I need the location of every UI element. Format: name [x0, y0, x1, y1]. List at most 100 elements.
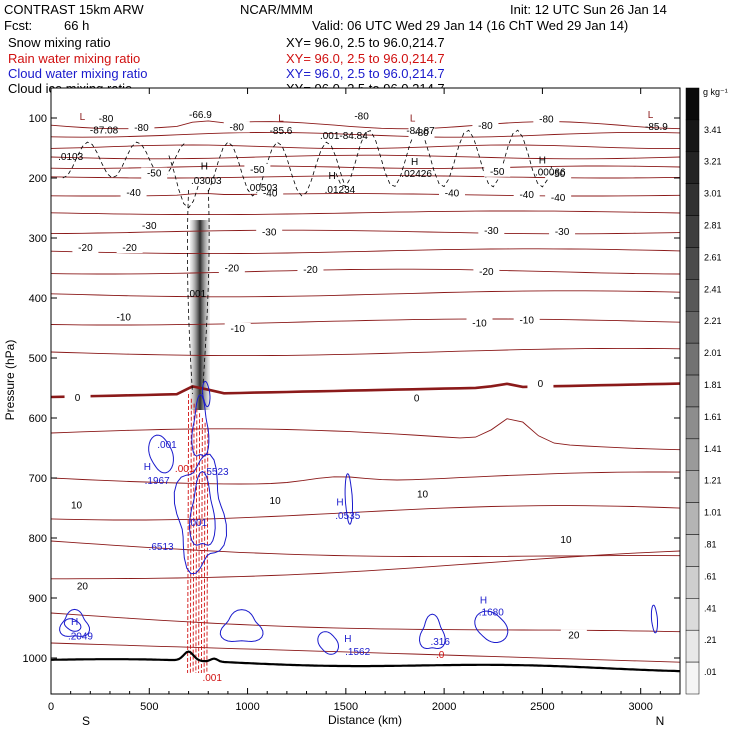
extrema-label: H [201, 162, 208, 173]
rain-contour-line [200, 417, 203, 674]
legend-snow-name: Snow mixing ratio [8, 35, 111, 50]
temperature-label: -10 [117, 313, 132, 324]
temperature-label-bg [116, 242, 143, 253]
extrema-label: -85.6 [270, 126, 293, 137]
y-tick-label: 900 [29, 593, 47, 605]
extrema-label: H [336, 498, 343, 509]
y-tick-label: 300 [29, 233, 47, 245]
y-axis-label: Pressure (hPa) [3, 340, 17, 421]
temperature-label-bg [223, 121, 250, 133]
cloud-water-contour [173, 453, 228, 575]
cloud-ice-shading [190, 220, 210, 410]
contour-labels: -80 -80 -80 -80 -80 -80 -80 -50 -50 -50 -50 -40 -40 -… [58, 110, 668, 684]
snow-contour-line [168, 155, 199, 209]
temperature-label-bg [513, 189, 540, 201]
temperature-label-bg [72, 242, 99, 253]
temperature-label: -50 [250, 165, 265, 176]
temperature-label: -20 [479, 267, 494, 278]
temperature-contour-line [51, 540, 680, 558]
temperature-label-bg [256, 226, 283, 238]
temperature-label: -80 [230, 122, 245, 133]
colorbar-swatch [685, 598, 700, 631]
extrema-label: H [71, 617, 78, 628]
colorbar-level-label: .01 [704, 667, 717, 677]
temperature-label: -40 [519, 190, 534, 201]
temperature-label-bg [545, 168, 572, 180]
cloud-water-contour [63, 618, 82, 632]
colorbar-level-label: 2.81 [704, 221, 722, 231]
extrema-label: .5523 [204, 467, 229, 478]
colorbar-swatch [685, 151, 700, 184]
extrema-label: H [539, 156, 546, 167]
temperature-label: -80 [478, 121, 493, 132]
temperature-label: 10 [71, 500, 83, 511]
temperature-label: 10 [417, 490, 429, 501]
temperature-contour-line [51, 471, 680, 485]
temperature-label-bg [472, 120, 499, 132]
colorbar-unit: g kg⁻¹ [703, 87, 728, 97]
temperature-label: -80 [134, 123, 149, 134]
temperature-label: 0 [75, 393, 81, 404]
temperature-label: -40 [551, 193, 566, 204]
temperature-label-bg [545, 192, 572, 204]
temperature-label: -10 [231, 324, 246, 335]
cloud-water-contour [59, 608, 91, 637]
colorbar-level-label: 2.61 [704, 252, 722, 262]
extrema-label: .0535 [335, 511, 360, 522]
y-tick-label: 400 [29, 293, 47, 305]
extrema-label: L [410, 114, 416, 125]
extrema-label: -66.9 [189, 110, 212, 121]
extrema-label: L [278, 114, 284, 125]
terrain-line [51, 650, 680, 673]
colorbar-swatch [685, 279, 700, 312]
cloud-water-contour [188, 470, 216, 546]
colorbar-swatch [685, 342, 700, 376]
colorbar-level-label: 1.81 [704, 380, 722, 390]
extrema-label: -85.9 [645, 122, 668, 133]
y-tick-label: 1000 [23, 653, 47, 665]
temperature-label: -40 [126, 188, 141, 199]
y-tick-label: 200 [29, 173, 47, 185]
colorbar-swatch [685, 183, 700, 216]
plot-content: -80 -80 -80 -80 -80 -80 -80 -50 -50 -50 -50 -40 -40 -… [51, 88, 680, 694]
temperature-label-bg [128, 122, 155, 133]
cloud-water-contour [474, 610, 509, 643]
colorbar-swatch [685, 470, 700, 503]
cloud-water-contour [219, 609, 264, 643]
extrema-label: -84.87 [406, 126, 435, 137]
temperature-label-bg [257, 187, 284, 199]
legend-cloudwater-name: Cloud water mixing ratio [8, 66, 147, 81]
rain-contour-line [187, 393, 190, 674]
temperature-label: -50 [147, 169, 162, 180]
colorbar-level-label: 2.01 [704, 348, 722, 358]
extrema-label: .001-84.84 [320, 131, 368, 142]
temperature-label-bg [438, 187, 465, 199]
rain-contours [187, 393, 209, 674]
temperature-label-bg [348, 110, 375, 122]
extrema-label: H [411, 157, 418, 168]
colorbar-level-label: 2.21 [704, 316, 722, 326]
colorbar-swatch [685, 438, 700, 471]
temperature-label: 10 [560, 535, 572, 546]
legend-rain-xy: XY= 96.0, 2.5 to 96.0,214.7 [286, 51, 445, 66]
extrema-label: .1967 [145, 476, 170, 487]
temperature-label-bg [244, 164, 271, 175]
temperature-label: -30 [484, 226, 499, 237]
colorbar-swatch [685, 406, 700, 440]
temperature-label-bg [403, 392, 430, 404]
temperature-contour-line [51, 210, 680, 216]
legend-snow-xy: XY= 96.0, 2.5 to 96.0,214.7 [286, 35, 445, 50]
extrema-label: .1680 [479, 607, 504, 618]
colorbar-swatch [685, 119, 700, 153]
colorbar-level-label: .21 [704, 635, 717, 645]
temperature-label-bg [560, 629, 587, 641]
temperature-label: -40 [445, 188, 460, 199]
temperature-label: -30 [555, 227, 570, 238]
temperature-label-bg [409, 488, 436, 500]
temperature-label-bg [224, 323, 251, 334]
temperature-contour-line [51, 120, 680, 130]
x-tick-label: 2500 [530, 701, 554, 713]
rain-contour-line [198, 413, 201, 674]
temperature-label: -20 [122, 243, 137, 254]
snow-contour-line [207, 141, 347, 197]
